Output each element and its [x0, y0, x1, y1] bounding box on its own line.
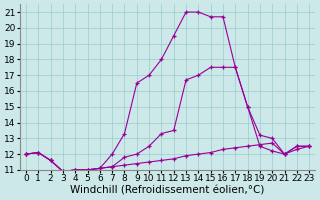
X-axis label: Windchill (Refroidissement éolien,°C): Windchill (Refroidissement éolien,°C) — [70, 186, 265, 196]
